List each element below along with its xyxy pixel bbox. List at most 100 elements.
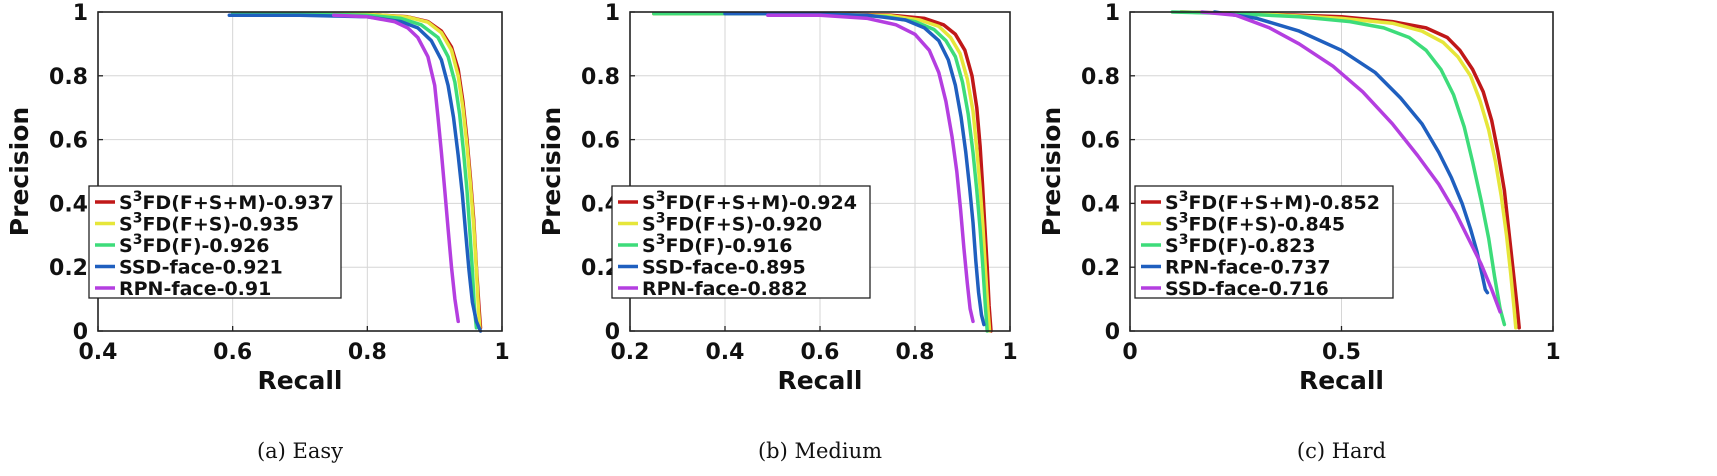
- x-tick-label: 0: [1122, 340, 1137, 365]
- legend-entry-text: RPN-face-0.882: [642, 278, 808, 300]
- legend-entry-superscript: 3: [1179, 232, 1189, 248]
- legend-entry-superscript: 3: [133, 211, 143, 227]
- chart-easy: 0.4 0.6 0.8 1 0 0.2 0.4 0.6 0.8 1 Recall Precision S…: [5, 1, 510, 463]
- legend-entry-text: S: [119, 214, 133, 236]
- legend-entry: S3FD(F+S+M)-0.937: [119, 189, 334, 214]
- legend-entry-text: S: [642, 192, 656, 214]
- series-line-2: [1170, 10, 1507, 327]
- x-tick-label: 0.5: [1322, 340, 1361, 365]
- panel-caption: (b) Medium: [758, 439, 882, 463]
- series-line-4: [1200, 10, 1502, 314]
- legend-entry-text: S: [1165, 192, 1179, 214]
- legend-entry-superscript: 3: [656, 189, 666, 205]
- x-tick-label: 0.2: [611, 340, 650, 365]
- legend-entry-text: SSD-face-0.895: [642, 257, 806, 279]
- legend-entry-text: SSD-face-0.921: [119, 257, 283, 279]
- legend-entry: SSD-face-0.921: [119, 257, 283, 279]
- legend-entry-text: S: [119, 192, 133, 214]
- legend-entry-superscript: 3: [1179, 189, 1189, 205]
- x-axis-label: Recall: [777, 366, 862, 395]
- legend-entry: S3FD(F+S+M)-0.924: [642, 189, 857, 214]
- y-tick-label: 1: [1105, 1, 1120, 26]
- panel-caption: (a) Easy: [257, 439, 343, 463]
- legend-entry: S3FD(F)-0.916: [642, 232, 793, 257]
- legend-entry-text: FD(F)-0.916: [665, 235, 792, 257]
- legend-entry-text: S: [1165, 214, 1179, 236]
- x-axis-label: Recall: [257, 366, 342, 395]
- panel-caption: (c) Hard: [1297, 439, 1386, 463]
- chart-medium: 0.2 0.4 0.6 0.8 100.20.40.60.81RecallPrecisi…: [537, 1, 1018, 463]
- legend-entry-superscript: 3: [133, 189, 143, 205]
- legend-entry-text: RPN-face-0.91: [119, 278, 271, 300]
- x-tick-label: 0.4: [79, 340, 118, 365]
- y-tick-label: 0.4: [1081, 192, 1120, 217]
- legend-entry-text: S: [119, 235, 133, 257]
- legend-entry-superscript: 3: [656, 232, 666, 248]
- series-line-1: [1179, 10, 1518, 330]
- legend-entry-text: FD(F+S+M)-0.924: [665, 192, 857, 214]
- legend-entry: S3FD(F+S)-0.935: [119, 211, 299, 236]
- legend-entry: S3FD(F)-0.823: [1165, 232, 1316, 257]
- y-tick-label: 0.6: [1081, 129, 1120, 154]
- plot-frame: [97, 11, 503, 332]
- legend-entry-superscript: 3: [656, 211, 666, 227]
- y-axis-label: Precision: [537, 107, 566, 236]
- legend-box: [611, 185, 871, 299]
- legend-entry: S3FD(F)-0.926: [119, 232, 270, 257]
- x-tick-label: 0.4: [706, 340, 745, 365]
- legend-entry: S3FD(F+S)-0.920: [642, 211, 822, 236]
- series-line-4: [331, 13, 460, 324]
- y-axis-label: Precision: [1037, 107, 1066, 236]
- y-tick-label: 1: [73, 1, 88, 26]
- series-line-3: [723, 11, 986, 327]
- x-tick-label: 0.8: [896, 340, 935, 365]
- y-tick-label: 0.8: [581, 65, 620, 90]
- legend-entry-text: S: [642, 235, 656, 257]
- y-tick-label: 0.8: [1081, 65, 1120, 90]
- x-axis-label: Recall: [1299, 366, 1384, 395]
- legend-entry-text: FD(F+S+M)-0.852: [1188, 192, 1380, 214]
- legend-entry-superscript: 3: [133, 232, 143, 248]
- legend-entry-text: FD(F)-0.823: [1188, 235, 1315, 257]
- legend-entry-text: FD(F+S)-0.845: [1188, 214, 1345, 236]
- legend-entry: S3FD(F+S)-0.845: [1165, 211, 1345, 236]
- legend-entry: SSD-face-0.716: [1165, 278, 1329, 300]
- legend-entry-superscript: 3: [1179, 211, 1189, 227]
- x-tick-label: 1: [1002, 340, 1017, 365]
- legend-entry: RPN-face-0.882: [642, 278, 808, 300]
- x-tick-label: 1: [1545, 340, 1560, 365]
- y-tick-label: 0: [73, 320, 88, 345]
- x-tick-label: 0.6: [801, 340, 840, 365]
- series-line-4: [766, 13, 975, 324]
- legend-entry-text: FD(F+S)-0.935: [142, 214, 299, 236]
- y-tick-label: 0.8: [49, 65, 88, 90]
- legend-entry-text: FD(F)-0.926: [142, 235, 269, 257]
- y-tick-label: 1: [605, 1, 620, 26]
- legend-entry: RPN-face-0.91: [119, 278, 271, 300]
- legend-entry: RPN-face-0.737: [1165, 257, 1331, 279]
- x-tick-label: 0.8: [348, 340, 387, 365]
- y-tick-label: 0.6: [49, 129, 88, 154]
- legend-entry-text: FD(F+S+M)-0.937: [142, 192, 334, 214]
- y-tick-label: 0: [1105, 320, 1120, 345]
- legend-entry: S3FD(F+S+M)-0.852: [1165, 189, 1380, 214]
- legend-entry-text: S: [642, 214, 656, 236]
- y-tick-label: 0: [605, 320, 620, 345]
- series-line-2: [230, 11, 479, 330]
- legend-box: [88, 185, 342, 299]
- x-tick-label: 0.6: [213, 340, 252, 365]
- y-tick-label: 0.6: [581, 129, 620, 154]
- legend-entry-text: RPN-face-0.737: [1165, 257, 1331, 279]
- legend-entry-text: S: [1165, 235, 1179, 257]
- y-axis-label: Precision: [5, 107, 34, 236]
- legend-entry-text: FD(F+S)-0.920: [665, 214, 822, 236]
- y-tick-label: 0.4: [49, 192, 88, 217]
- legend-entry-text: SSD-face-0.716: [1165, 278, 1329, 300]
- y-tick-label: 0.2: [49, 256, 88, 281]
- legend-entry: SSD-face-0.895: [642, 257, 806, 279]
- y-tick-label: 0.2: [1081, 256, 1120, 281]
- legend-box: [1134, 185, 1394, 299]
- x-tick-label: 1: [494, 340, 509, 365]
